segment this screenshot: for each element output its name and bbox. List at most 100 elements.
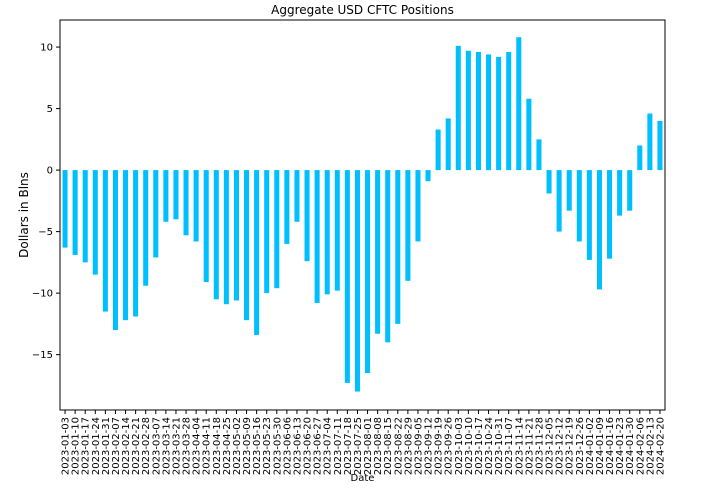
x-tick-label: 2023-07-25 bbox=[353, 417, 364, 475]
bar-2023-10-24 bbox=[486, 54, 492, 171]
y-tick-label: 10 bbox=[40, 43, 53, 54]
x-tick-label: 2023-10-03 bbox=[454, 417, 465, 475]
bar-2023-10-17 bbox=[475, 51, 481, 171]
y-tick-label: −10 bbox=[32, 289, 53, 300]
bar-2023-05-23 bbox=[264, 170, 270, 294]
bar-2023-07-04 bbox=[324, 170, 330, 295]
bar-2023-10-03 bbox=[455, 45, 461, 171]
x-tick-label: 2024-01-09 bbox=[595, 417, 606, 475]
y-tick-label: −15 bbox=[32, 350, 53, 361]
bar-2023-09-05 bbox=[415, 170, 421, 242]
x-tick-label: 2023-05-30 bbox=[272, 417, 283, 475]
bar-2023-05-02 bbox=[233, 170, 239, 301]
bar-2023-04-18 bbox=[213, 170, 219, 300]
y-axis-label: Dollars in Blns bbox=[17, 172, 31, 258]
bar-2023-09-26 bbox=[445, 118, 451, 171]
y-tick-label: −5 bbox=[38, 227, 53, 238]
x-tick-label: 2023-09-12 bbox=[424, 417, 435, 475]
x-tick-label: 2024-01-02 bbox=[585, 417, 596, 475]
x-tick-label: 2023-08-29 bbox=[403, 417, 414, 475]
x-tick-label: 2023-12-26 bbox=[575, 417, 586, 475]
bar-2023-01-31 bbox=[102, 170, 108, 312]
bar-2023-04-11 bbox=[203, 170, 209, 283]
bar-2023-10-10 bbox=[465, 50, 471, 171]
bar-2024-01-23 bbox=[617, 170, 623, 216]
x-tick-label: 2023-12-05 bbox=[545, 417, 556, 475]
x-tick-label: 2023-06-06 bbox=[282, 417, 293, 475]
x-tick-label: 2023-12-19 bbox=[565, 417, 576, 475]
bar-2023-06-06 bbox=[284, 170, 290, 244]
bar-2023-03-14 bbox=[163, 170, 169, 222]
bar-2023-01-24 bbox=[92, 170, 98, 275]
x-tick-label: 2023-04-18 bbox=[212, 417, 223, 475]
bar-2023-08-22 bbox=[395, 170, 401, 324]
bar-2023-12-19 bbox=[566, 170, 572, 211]
bar-2023-05-30 bbox=[274, 170, 280, 289]
bar-2023-01-17 bbox=[82, 170, 88, 263]
x-tick-label: 2023-05-09 bbox=[242, 417, 253, 475]
x-tick-label: 2024-02-06 bbox=[635, 417, 646, 475]
bar-2023-08-15 bbox=[385, 170, 391, 343]
y-tick-label: 0 bbox=[47, 166, 53, 177]
x-tick-label: 2023-09-26 bbox=[444, 417, 455, 475]
x-tick-label: 2023-07-18 bbox=[343, 417, 354, 475]
x-tick-label: 2023-08-08 bbox=[373, 417, 384, 475]
bar-2023-05-09 bbox=[244, 170, 250, 321]
x-tick-label: 2023-02-07 bbox=[111, 417, 122, 475]
bar-2024-01-02 bbox=[586, 170, 592, 260]
x-tick-label: 2023-11-07 bbox=[504, 417, 515, 475]
x-tick-label: 2023-01-10 bbox=[71, 417, 82, 475]
bar-2023-12-26 bbox=[576, 170, 582, 242]
bar-2023-07-18 bbox=[344, 170, 350, 383]
x-tick-label: 2023-11-21 bbox=[524, 417, 535, 475]
x-tick-label: 2024-01-16 bbox=[605, 417, 616, 475]
x-tick-label: 2023-03-07 bbox=[151, 417, 162, 475]
x-tick-label: 2023-04-25 bbox=[222, 417, 233, 475]
x-tick-label: 2023-02-28 bbox=[141, 417, 152, 475]
bar-2024-02-20 bbox=[657, 120, 663, 171]
x-tick-label: 2024-01-30 bbox=[625, 417, 636, 475]
bar-2024-02-06 bbox=[637, 145, 643, 171]
x-tick-label: 2023-01-31 bbox=[101, 417, 112, 475]
bar-2023-01-03 bbox=[62, 170, 68, 248]
x-tick-label: 2023-11-14 bbox=[514, 417, 525, 475]
y-tick-label: 5 bbox=[47, 104, 53, 115]
bar-2023-07-11 bbox=[334, 170, 340, 291]
bar-2023-06-27 bbox=[314, 170, 320, 303]
bar-2023-08-08 bbox=[375, 170, 381, 334]
x-tick-label: 2023-10-24 bbox=[484, 417, 495, 475]
x-tick-label: 2023-04-04 bbox=[192, 417, 203, 475]
x-tick-label: 2023-08-22 bbox=[393, 417, 404, 475]
bar-2023-08-29 bbox=[405, 170, 411, 281]
bar-2023-04-04 bbox=[193, 170, 199, 242]
x-tick-label: 2023-09-19 bbox=[434, 417, 445, 475]
bar-2024-01-30 bbox=[627, 170, 633, 211]
x-tick-label: 2024-01-23 bbox=[615, 417, 626, 475]
bar-2023-07-25 bbox=[354, 170, 360, 392]
bar-2023-12-12 bbox=[556, 170, 562, 232]
x-tick-label: 2023-10-17 bbox=[474, 417, 485, 475]
x-tick-label: 2023-03-21 bbox=[171, 417, 182, 475]
x-tick-label: 2023-08-01 bbox=[363, 417, 374, 475]
bar-2023-02-14 bbox=[123, 170, 129, 321]
bar-2023-09-19 bbox=[435, 129, 441, 171]
bar-2023-11-07 bbox=[506, 51, 512, 171]
x-tick-label: 2023-05-16 bbox=[252, 417, 263, 475]
bar-2023-08-01 bbox=[365, 170, 371, 374]
bar-2023-06-13 bbox=[294, 170, 300, 222]
x-tick-label: 2023-07-04 bbox=[323, 417, 334, 475]
chart-title: Aggregate USD CFTC Positions bbox=[271, 3, 454, 17]
x-tick-label: 2023-12-12 bbox=[555, 417, 566, 475]
x-tick-label: 2023-06-13 bbox=[292, 417, 303, 475]
bar-2023-11-21 bbox=[526, 98, 532, 171]
x-tick-label: 2023-10-10 bbox=[464, 417, 475, 475]
x-tick-label: 2023-05-02 bbox=[232, 417, 243, 475]
bar-2024-02-13 bbox=[647, 113, 653, 171]
x-tick-label: 2023-03-14 bbox=[161, 417, 172, 475]
x-tick-label: 2023-06-27 bbox=[313, 417, 324, 475]
x-tick-label: 2024-02-20 bbox=[655, 417, 666, 475]
x-tick-label: 2023-01-17 bbox=[81, 417, 92, 475]
bar-2023-03-28 bbox=[183, 170, 189, 236]
bar-2023-11-28 bbox=[536, 139, 542, 171]
